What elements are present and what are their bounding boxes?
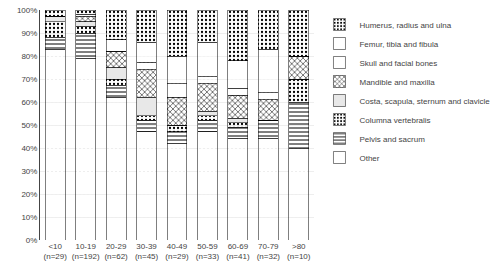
svg-text:10%: 10% [21,213,37,222]
svg-text:10-19(n=192): 10-19(n=192) [72,242,100,261]
svg-text:30%: 30% [21,167,37,176]
svg-text:<10(n=29): <10(n=29) [44,242,68,261]
svg-text:20%: 20% [21,190,37,199]
svg-text:Costa, scapula, sternum and cl: Costa, scapula, sternum and clavicle [359,97,490,106]
svg-text:100%: 100% [17,6,37,15]
svg-text:80%: 80% [21,52,37,61]
svg-text:70%: 70% [21,75,37,84]
svg-text:Pelvis and sacrum: Pelvis and sacrum [359,135,425,144]
svg-text:Humerus, radius and ulna: Humerus, radius and ulna [359,21,451,30]
svg-text:>80(n=10): >80(n=10) [287,242,311,261]
svg-text:90%: 90% [21,29,37,38]
svg-text:Femur, tibia and fibula: Femur, tibia and fibula [359,40,438,49]
svg-text:Columna vertebralis: Columna vertebralis [359,116,430,125]
svg-text:Skull and facial bones: Skull and facial bones [359,59,437,68]
svg-text:60%: 60% [21,98,37,107]
svg-text:50-59(n=33): 50-59(n=33) [196,242,220,261]
svg-text:0%: 0% [26,236,38,245]
svg-text:Mandible and maxilla: Mandible and maxilla [359,78,435,87]
svg-text:70-79(n=32): 70-79(n=32) [257,242,281,261]
svg-text:40%: 40% [21,144,37,153]
svg-text:60-69(n=41): 60-69(n=41) [226,242,250,261]
svg-text:Other: Other [359,154,379,163]
svg-text:50%: 50% [21,121,37,130]
svg-text:30-39(n=45): 30-39(n=45) [135,242,159,261]
svg-text:40-49(n=29): 40-49(n=29) [165,242,189,261]
svg-text:20-29(n=62): 20-29(n=62) [104,242,128,261]
